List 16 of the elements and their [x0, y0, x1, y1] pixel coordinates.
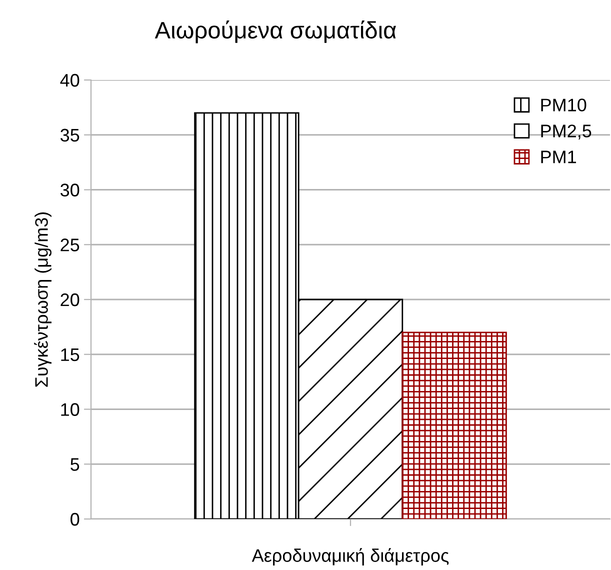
legend-label: PM2,5 [541, 124, 592, 140]
legend-label: PM10 [541, 98, 586, 112]
y-tick-label: 25 [60, 238, 80, 252]
bar [402, 332, 507, 519]
y-axis-title: Συγκέντρωση (μg/m3) [34, 212, 52, 387]
y-tick-label: 15 [61, 348, 80, 362]
y-tick-label: 20 [60, 293, 80, 306]
legend-label: PM1 [541, 150, 576, 164]
y-tick-label: 10 [61, 403, 80, 416]
y-tick-label: 0 [70, 512, 80, 526]
y-tick-label: 5 [70, 458, 80, 471]
y-tick-label: 30 [60, 184, 80, 196]
chart-title: Αιωρούμενα σωματίδια [154, 20, 396, 44]
y-tick-label: 40 [60, 74, 80, 87]
y-tick-label: 35 [60, 128, 80, 142]
x-tick-label: Αεροδυναμική διάμετρος [252, 548, 449, 566]
